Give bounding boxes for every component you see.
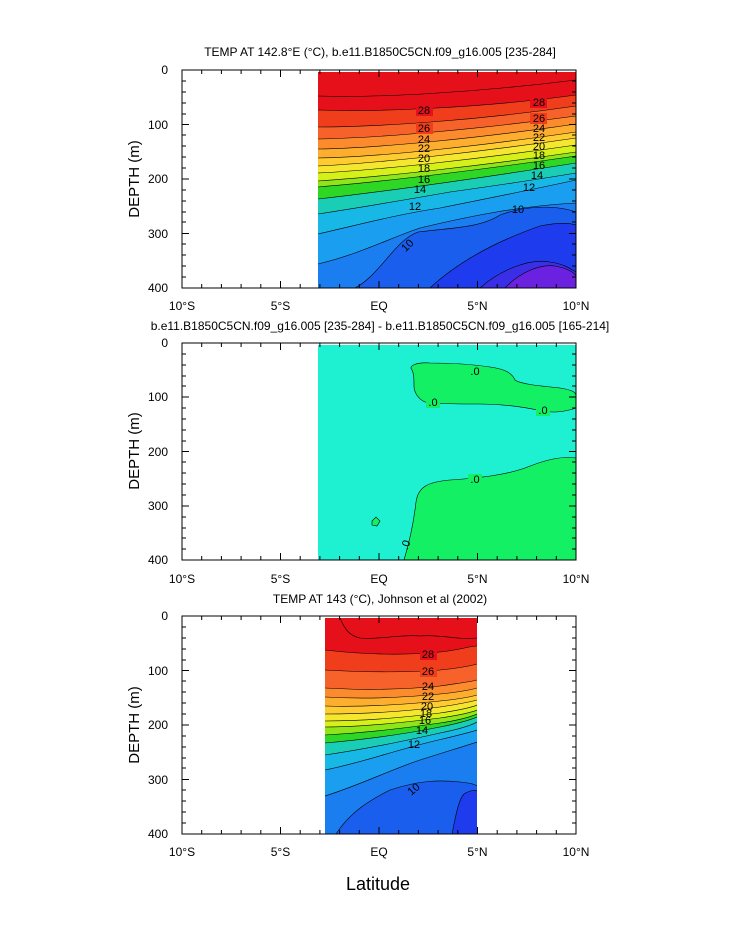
x-axis-title: Latitude bbox=[346, 874, 410, 894]
y-tick-label: 100 bbox=[148, 664, 168, 678]
contour-label-28: 28 bbox=[418, 105, 430, 117]
y-tick-label: 400 bbox=[148, 827, 168, 841]
contour-label-18: 18 bbox=[420, 708, 432, 720]
y-tick-label: 400 bbox=[148, 281, 168, 295]
panel-3-y-axis-label: DEPTH (m) bbox=[126, 686, 143, 764]
contour-label-18: 18 bbox=[533, 150, 545, 162]
y-tick-label: 100 bbox=[148, 390, 168, 404]
contour-label-0: .0 bbox=[470, 474, 479, 486]
x-tick-label: EQ bbox=[370, 572, 387, 586]
panel-2-ticks bbox=[181, 342, 577, 561]
x-tick-label: 5°S bbox=[271, 845, 290, 859]
panel-3-title: TEMP AT 143 (°C), Johnson et al (2002) bbox=[273, 592, 487, 606]
panel-3-contour-labels: 28 26 24 22 20 18 16 14 12 10 bbox=[406, 648, 437, 798]
panel-3-field bbox=[325, 618, 477, 834]
y-tick-label: 0 bbox=[161, 336, 168, 350]
x-tick-label: 10°S bbox=[169, 299, 195, 313]
x-tick-label: 10°N bbox=[563, 572, 590, 586]
diff-positive-spot bbox=[371, 516, 381, 527]
contour-label-28: 28 bbox=[533, 97, 545, 109]
y-tick-label: 300 bbox=[148, 499, 168, 513]
x-tick-label: 10°S bbox=[169, 845, 195, 859]
panel-2-contour-labels: .0 .0 .0 .0 .0 bbox=[399, 366, 550, 551]
y-tick-label: 200 bbox=[148, 172, 168, 186]
contour-label-14: 14 bbox=[414, 184, 426, 196]
panel-2-title: b.e11.B1850C5CN.f09_g16.005 [235-284] - … bbox=[151, 319, 610, 333]
contour-label-28: 28 bbox=[422, 649, 434, 661]
contour-label-0: .0 bbox=[399, 539, 413, 552]
contour-label-0: .0 bbox=[538, 405, 547, 417]
y-tick-label: 0 bbox=[161, 63, 168, 77]
panel-3-ticks bbox=[181, 615, 577, 835]
panel-1: TEMP AT 142.8°E (°C), b.e11.B1850C5CN.f0… bbox=[126, 45, 589, 313]
panel-1-contour-lines bbox=[318, 79, 576, 288]
panel-3-x-tick-labels: 10°S 5°S EQ 5°N 10°N bbox=[169, 845, 589, 859]
contour-label-24: 24 bbox=[418, 134, 430, 146]
x-tick-label: 5°S bbox=[271, 572, 290, 586]
band-7 bbox=[505, 265, 576, 288]
y-tick-label: 0 bbox=[161, 609, 168, 623]
contour-label-24: 24 bbox=[422, 681, 434, 693]
contour-label-16: 16 bbox=[419, 715, 431, 727]
y-tick-label: 400 bbox=[148, 553, 168, 567]
band-11 bbox=[336, 780, 477, 834]
contour-label-0: .0 bbox=[470, 366, 479, 378]
contour-label-20: 20 bbox=[533, 141, 545, 153]
panel-3: TEMP AT 143 (°C), Johnson et al (2002) bbox=[126, 592, 589, 859]
contour-label-10: 10 bbox=[512, 204, 524, 216]
diff-positive-region-lower bbox=[403, 457, 577, 561]
contour-label-26: 26 bbox=[418, 123, 430, 135]
contour-label-18: 18 bbox=[418, 163, 430, 175]
y-tick-label: 300 bbox=[148, 773, 168, 787]
contour-label-12: 12 bbox=[523, 182, 535, 194]
x-tick-label: EQ bbox=[370, 299, 387, 313]
contour-label-22: 22 bbox=[418, 143, 430, 155]
x-tick-label: 5°N bbox=[467, 299, 487, 313]
contour-label-12: 12 bbox=[408, 739, 420, 751]
panel-1-title: TEMP AT 142.8°E (°C), b.e11.B1850C5CN.f0… bbox=[204, 45, 556, 59]
x-tick-label: EQ bbox=[370, 845, 387, 859]
panel-2-y-tick-labels: 0 100 200 300 400 bbox=[148, 336, 168, 567]
panel-2-y-axis-label: DEPTH (m) bbox=[126, 412, 143, 490]
x-tick-label: 5°S bbox=[271, 299, 290, 313]
panel-1-y-axis-label: DEPTH (m) bbox=[126, 140, 143, 218]
contour-label-22: 22 bbox=[533, 132, 545, 144]
contour-label-12: 12 bbox=[409, 201, 421, 213]
panel-1-x-tick-labels: 10°S 5°S EQ 5°N 10°N bbox=[169, 299, 589, 313]
x-tick-label: 10°N bbox=[563, 845, 590, 859]
panel-1-y-tick-labels: 0 100 200 300 400 bbox=[148, 63, 168, 295]
panel-3-y-tick-labels: 0 100 200 300 400 bbox=[148, 609, 168, 841]
y-tick-label: 300 bbox=[148, 227, 168, 241]
contour-label-16: 16 bbox=[418, 174, 430, 186]
panel-2-field bbox=[318, 345, 577, 561]
contour-label-20: 20 bbox=[421, 701, 433, 713]
panel-2: b.e11.B1850C5CN.f09_g16.005 [235-284] - … bbox=[126, 319, 609, 586]
contour-label-0: .0 bbox=[428, 397, 437, 409]
y-tick-label: 200 bbox=[148, 445, 168, 459]
contour-label-16: 16 bbox=[533, 160, 545, 172]
x-tick-label: 10°N bbox=[563, 299, 590, 313]
contour-label-26: 26 bbox=[533, 113, 545, 125]
contour-label-26: 26 bbox=[422, 666, 434, 678]
y-tick-label: 200 bbox=[148, 718, 168, 732]
band-10 bbox=[452, 790, 477, 834]
panel-1-field bbox=[318, 72, 576, 288]
contour-label-20: 20 bbox=[418, 153, 430, 165]
panel-1-ticks bbox=[181, 69, 577, 289]
panel-2-x-tick-labels: 10°S 5°S EQ 5°N 10°N bbox=[169, 572, 589, 586]
x-tick-label: 5°N bbox=[467, 572, 487, 586]
contour-label-14: 14 bbox=[531, 170, 543, 182]
contour-label-24: 24 bbox=[533, 123, 545, 135]
contour-label-22: 22 bbox=[422, 691, 434, 703]
x-tick-label: 5°N bbox=[467, 845, 487, 859]
contour-label-14: 14 bbox=[416, 725, 428, 737]
y-tick-label: 100 bbox=[148, 118, 168, 132]
x-tick-label: 10°S bbox=[169, 572, 195, 586]
